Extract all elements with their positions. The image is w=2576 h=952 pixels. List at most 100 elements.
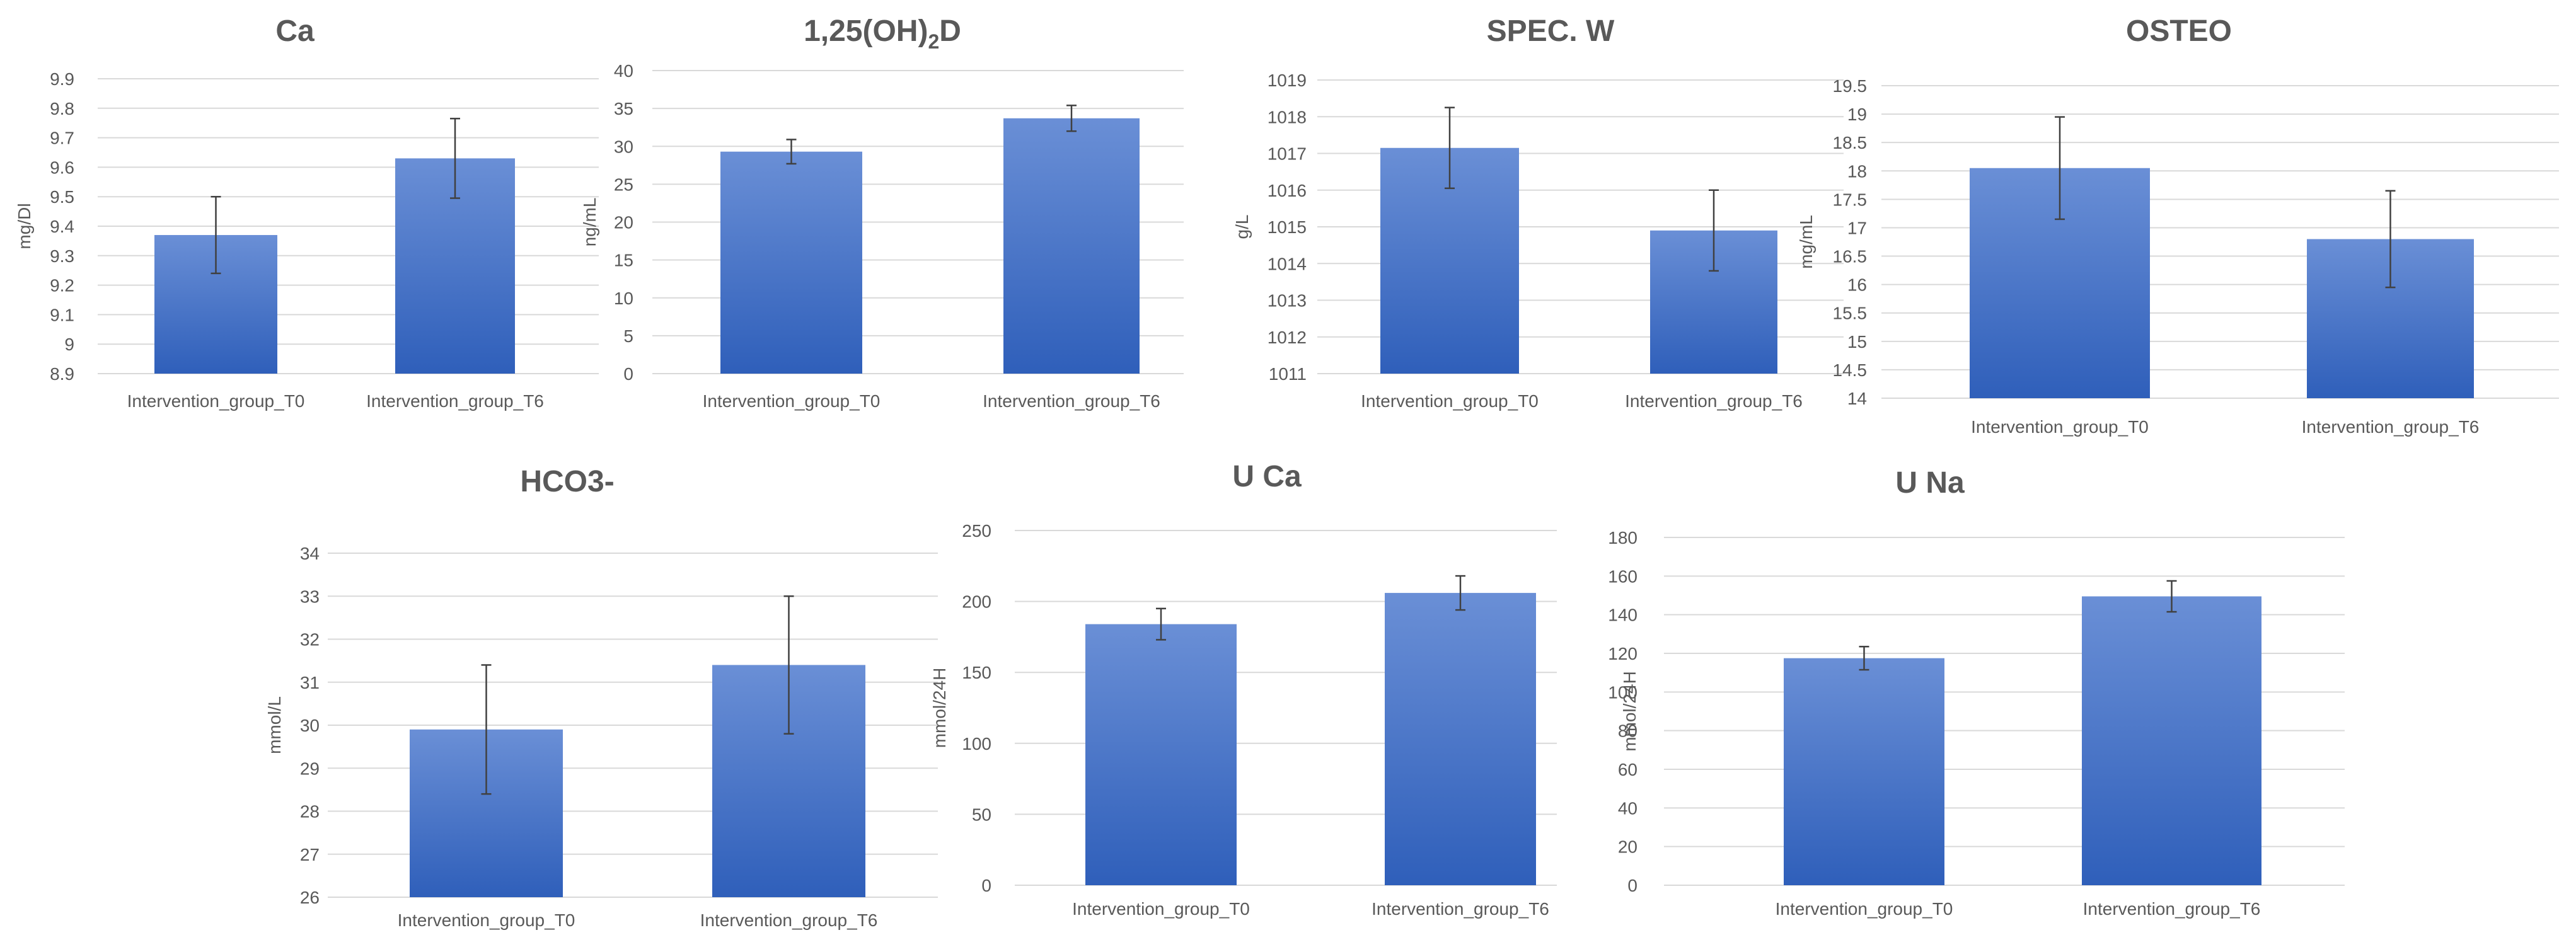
- y-axis-label: mmol/24H: [930, 668, 949, 748]
- y-tick-label: 17: [1847, 218, 1867, 238]
- bar[interactable]: [1385, 593, 1536, 885]
- y-tick-label: 200: [962, 592, 991, 612]
- chart-title: SPEC. W: [1487, 14, 1615, 48]
- y-tick-label: 1015: [1268, 217, 1307, 237]
- y-axis-label: mmol/24H: [1620, 671, 1639, 752]
- error-bar: [481, 664, 492, 795]
- error-bar: [1709, 189, 1719, 272]
- y-tick-label: 26: [300, 888, 320, 907]
- y-tick-label: 9: [64, 335, 74, 354]
- bar[interactable]: [2082, 596, 2261, 885]
- y-tick-label: 19: [1847, 105, 1867, 124]
- error-bar: [1066, 105, 1077, 132]
- y-tick-label: 120: [1608, 644, 1637, 663]
- bar[interactable]: [1003, 118, 1140, 374]
- category-label: Intervention_group_T6: [2302, 417, 2480, 437]
- y-tick-label: 19.5: [1833, 76, 1868, 96]
- y-tick-label: 9.7: [50, 129, 74, 148]
- category-label: Intervention_group_T6: [700, 910, 878, 930]
- y-tick-label: 15: [1847, 332, 1867, 352]
- y-tick-label: 1013: [1268, 291, 1307, 311]
- error-bar: [211, 195, 221, 275]
- y-tick-label: 34: [300, 544, 320, 563]
- y-tick-label: 9.1: [50, 305, 74, 324]
- bar[interactable]: [1085, 624, 1237, 885]
- y-tick-label: 14: [1847, 389, 1867, 408]
- y-tick-label: 1011: [1269, 364, 1307, 384]
- y-tick-label: 150: [962, 663, 991, 682]
- y-tick-label: 20: [614, 213, 633, 232]
- chart-title-suffix: D: [939, 14, 961, 48]
- y-tick-label: 0: [1627, 876, 1637, 895]
- bar[interactable]: [720, 151, 862, 374]
- y-tick-label: 20: [1618, 837, 1637, 857]
- y-tick-label: 29: [300, 759, 320, 778]
- error-bar: [1455, 575, 1465, 611]
- y-tick-label: 14.5: [1833, 360, 1868, 380]
- y-tick-label: 9.4: [50, 217, 74, 236]
- error-bar: [783, 595, 794, 735]
- chart-panel-3: SPEC. W 1011 1012 1013 1014 1015 1016 1017 1018 1…: [1232, 14, 1844, 411]
- y-axis-label: mg/mL: [1796, 215, 1816, 269]
- y-tick-label: 60: [1618, 760, 1637, 779]
- y-tick-label: 25: [614, 175, 633, 194]
- y-tick-label: 15: [614, 251, 633, 270]
- category-label: Intervention_group_T0: [127, 391, 305, 411]
- y-tick-label: 100: [962, 734, 991, 754]
- category-label: Intervention_group_T6: [366, 391, 544, 411]
- chart-panel-5: HCO3- 26 27 28 29 30 31 32 33 34 mmol/L Interventio…: [265, 465, 938, 930]
- chart-panel-2: 1,25(OH)2D 0 5 10 15 20 25 30 35 40 ng/mL Intervent…: [580, 14, 1184, 411]
- error-bar: [450, 117, 460, 199]
- error-bar: [1859, 646, 1869, 671]
- y-tick-label: 9.6: [50, 158, 74, 177]
- chart-title: OSTEO: [2126, 14, 2232, 48]
- y-axis-label: g/L: [1232, 215, 1252, 239]
- y-tick-label: 31: [300, 673, 320, 692]
- y-tick-label: 33: [300, 587, 320, 606]
- category-label: Intervention_group_T0: [398, 910, 575, 930]
- y-tick-label: 15.5: [1833, 304, 1868, 323]
- category-label: Intervention_group_T0: [1776, 899, 1953, 919]
- chart-panel-4: OSTEO 14 14.5 15 15.5 16 16.5 17 17.5 18 18.5 19 19.…: [1796, 14, 2559, 437]
- category-label: Intervention_group_T6: [2083, 899, 2261, 919]
- chart-title: U Na: [1895, 466, 1965, 500]
- y-tick-label: 30: [614, 137, 633, 156]
- chart-panel-7: U Na 0 20 40 60 80 100 120 140 160 180 mmol/24H Inte…: [1608, 466, 2345, 919]
- category-label: Intervention_group_T0: [1971, 417, 2149, 437]
- chart-panel-6: U Ca 0 50 100 150 200 250 mmol/24H Intervention_…: [930, 460, 1557, 919]
- y-tick-label: 1014: [1268, 254, 1307, 273]
- y-tick-label: 32: [300, 630, 320, 650]
- y-tick-label: 28: [300, 802, 320, 822]
- y-tick-label: 8.9: [50, 364, 74, 384]
- bar[interactable]: [1784, 658, 1944, 885]
- y-tick-label: 27: [300, 845, 320, 864]
- y-tick-label: 30: [300, 716, 320, 735]
- y-tick-label: 80: [1618, 721, 1637, 741]
- chart-title: 1,25(OH)2D: [804, 14, 961, 53]
- y-tick-label: 1016: [1268, 181, 1307, 200]
- y-tick-label: 9.2: [50, 276, 74, 295]
- category-label: Intervention_group_T6: [983, 391, 1160, 411]
- y-tick-label: 9.9: [50, 69, 74, 89]
- y-tick-label: 180: [1608, 528, 1637, 548]
- y-tick-label: 10: [614, 289, 633, 308]
- y-tick-label: 18.5: [1833, 133, 1868, 152]
- y-tick-label: 40: [614, 61, 633, 81]
- y-tick-label: 17.5: [1833, 190, 1868, 209]
- y-tick-label: 9.3: [50, 246, 74, 266]
- error-bar: [2166, 580, 2177, 613]
- y-tick-label: 16: [1847, 275, 1867, 295]
- y-axis-label: mmol/L: [265, 696, 284, 754]
- category-label: Intervention_group_T6: [1625, 391, 1803, 411]
- chart-title: U Ca: [1232, 460, 1302, 493]
- category-label: Intervention_group_T6: [1372, 899, 1549, 919]
- chart-panel-1: Ca 8.9 9 9.1 9.2 9.3 9.4 9.5 9.6 9.7 9.8 9.9 mg/Dl In…: [14, 14, 599, 411]
- category-label: Intervention_group_T0: [1361, 391, 1539, 411]
- y-axis-label: ng/mL: [580, 198, 599, 247]
- y-tick-label: 1012: [1268, 328, 1307, 347]
- y-tick-label: 1019: [1268, 71, 1307, 90]
- y-axis-label: mg/Dl: [14, 203, 34, 249]
- category-label: Intervention_group_T0: [1072, 899, 1250, 919]
- y-tick-label: 35: [614, 99, 633, 118]
